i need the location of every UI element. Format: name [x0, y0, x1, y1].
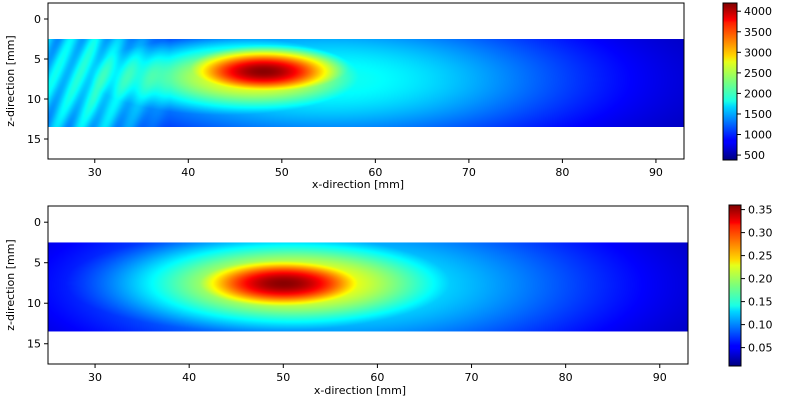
colorbar-tick-label: 1500 [744, 108, 772, 121]
y-tick-label: 10 [27, 93, 41, 106]
x-tick-label: 90 [653, 371, 667, 384]
chart-2: 30 40 50 60 70 80 90 0 5 10 15 x-direction [mm] z-di… [4, 204, 773, 397]
colorbar [722, 2, 738, 161]
x-tick-label: 50 [275, 166, 289, 179]
colorbar-tick-label: 3500 [744, 26, 772, 39]
colorbar-tick-label: 2000 [744, 87, 772, 100]
colorbar-tick-label: 0.05 [748, 342, 773, 355]
y-tick-label: 0 [34, 13, 41, 26]
colorbar-tick-label: 500 [744, 149, 765, 162]
y-axis-label: z-direction [mm] [4, 239, 17, 330]
colorbar-tick-label: 2500 [744, 67, 772, 80]
x-axis-label: x-direction [mm] [314, 384, 406, 397]
y-axis-label: z-direction [mm] [4, 35, 17, 126]
chart-1: 30 40 50 60 70 80 90 0 5 10 15 x-direction [mm] z-di… [4, 2, 772, 191]
colorbar-tick-label: 0.30 [748, 227, 773, 240]
x-axis-label: x-direction [mm] [312, 178, 404, 191]
x-tick-label: 60 [370, 371, 384, 384]
y-tick-label: 5 [34, 257, 41, 270]
x-tick-label: 60 [368, 166, 382, 179]
colorbar [728, 204, 742, 367]
y-tick-label: 10 [27, 297, 41, 310]
x-tick-label: 40 [182, 371, 196, 384]
colorbar-tick-label: 3000 [744, 46, 772, 59]
x-tick-label: 90 [649, 166, 663, 179]
plot-frame [47, 2, 685, 160]
y-tick-label: 15 [27, 133, 41, 146]
x-tick-label: 50 [276, 371, 290, 384]
plot-frame [47, 205, 689, 365]
x-tick-label: 30 [88, 371, 102, 384]
x-tick-label: 80 [559, 371, 573, 384]
heatmap-image [48, 242, 688, 332]
colorbar-tick-label: 0.15 [748, 296, 773, 309]
y-tick-label: 15 [27, 338, 41, 351]
x-tick-label: 40 [181, 166, 195, 179]
y-tick-label: 0 [34, 216, 41, 229]
colorbar-tick-label: 0.35 [748, 204, 773, 217]
x-tick-label: 30 [88, 166, 102, 179]
colorbar-tick-label: 1000 [744, 129, 772, 142]
heatmap-image [48, 39, 684, 127]
x-tick-label: 80 [555, 166, 569, 179]
x-tick-label: 70 [462, 166, 476, 179]
colorbar-tick-label: 0.20 [748, 273, 773, 286]
colorbar-tick-label: 0.10 [748, 319, 773, 332]
y-tick-label: 5 [34, 53, 41, 66]
colorbar-tick-label: 4000 [744, 5, 772, 18]
colorbar-tick-label: 0.25 [748, 250, 773, 263]
x-tick-label: 70 [465, 371, 479, 384]
